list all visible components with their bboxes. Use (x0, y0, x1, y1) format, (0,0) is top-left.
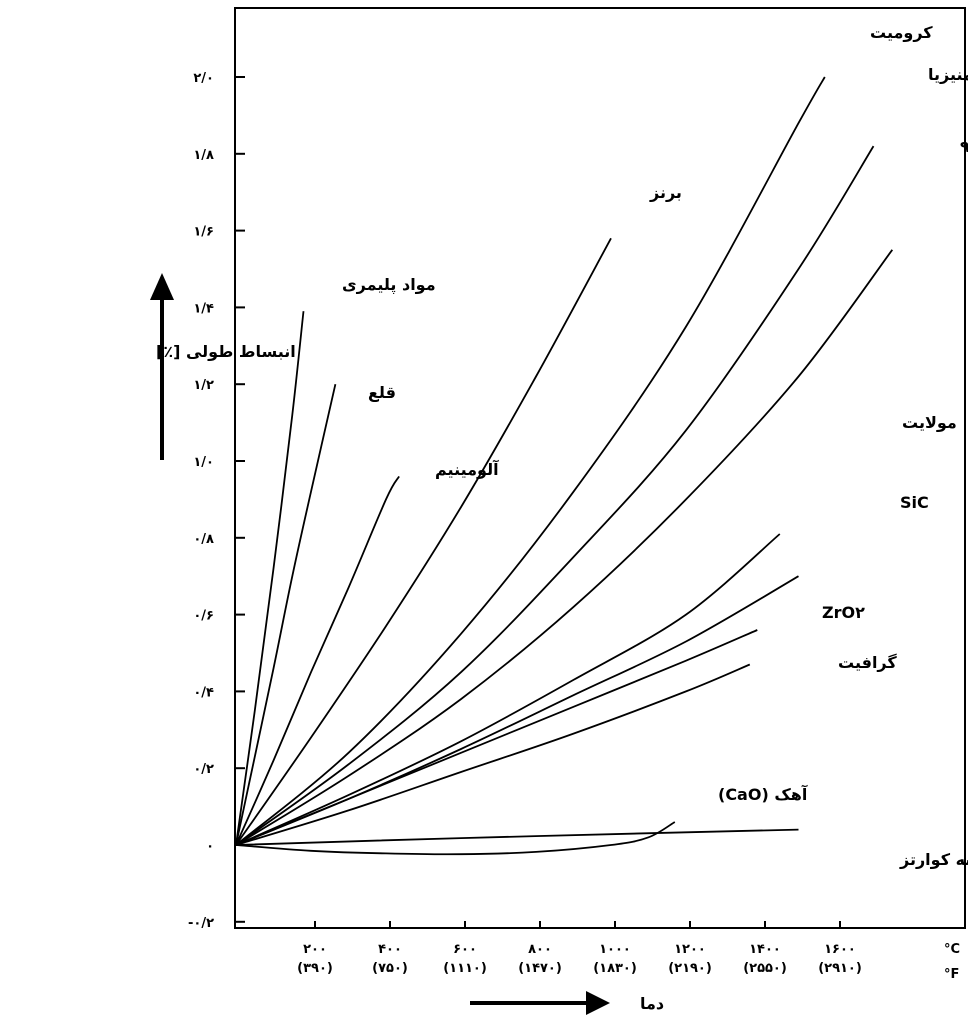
y-tick-label: ۰/۲ (193, 762, 214, 777)
x-tick-label-fahrenheit: (۱۸۳۰) (593, 961, 637, 976)
series-label: کوراندوم ۹۹Al۲O۳ (960, 137, 968, 156)
x-tick-label-celsius: ۱۲۰۰ (674, 942, 706, 957)
y-tick-label: ۱/۶ (193, 225, 214, 240)
x-tick-label-fahrenheit: (۷۵۰) (372, 961, 408, 976)
y-axis-ticks: ۲/۰ ۱/۸ ۱/۶ ۱/۴ ۱/۲ ۱/۰ ۰/۸ ۰/۶ ۰/۴ ۰/۲ ۰ -۰/۲ (188, 71, 245, 931)
series-line (235, 828, 799, 846)
x-tick-label-fahrenheit: (۲۹۱۰) (818, 961, 862, 976)
series-label: آلومینیم (435, 459, 499, 479)
y-axis-arrow-icon (150, 273, 174, 300)
series-line (235, 311, 305, 846)
x-tick-label-fahrenheit: (۱۱۱۰) (443, 961, 487, 976)
y-axis-label: انبساط طولی [٪] (156, 342, 296, 361)
series-line (235, 629, 758, 846)
series-label: منیزیا (928, 65, 968, 84)
y-tick-label: -۰/۲ (188, 916, 214, 931)
series-label: گرافیت (838, 653, 897, 672)
unit-celsius: °C (944, 942, 960, 957)
series-label: برنز (649, 183, 682, 202)
x-tick-label-fahrenheit: (۳۹۰) (297, 961, 333, 976)
y-tick-label: ۰/۶ (193, 609, 214, 624)
series-line (235, 383, 337, 846)
series-line (235, 76, 826, 846)
series-line (235, 821, 676, 856)
y-axis-label-group: انبساط طولی [٪] (150, 273, 296, 460)
x-tick-label-fahrenheit: (۲۱۹۰) (668, 961, 712, 976)
x-tick-label-celsius: ۸۰۰ (528, 942, 552, 957)
series-label: شیشه کوارتز (899, 850, 968, 869)
y-tick-label: ۰ (206, 839, 214, 854)
y-tick-label: ۱/۰ (193, 455, 214, 470)
x-tick-label-celsius: ۱۴۰۰ (749, 942, 781, 957)
y-tick-label: ۱/۴ (193, 301, 214, 316)
series-labels: مواد پلیمری قلع آلومینیم برنز کرومیت منیزیا کو… (342, 23, 968, 869)
y-tick-label: ۲/۰ (193, 71, 214, 86)
series-label: قلع (368, 383, 396, 402)
x-tick-label-celsius: ۲۰۰ (303, 942, 327, 957)
series-line (235, 237, 612, 846)
series-lines (235, 76, 894, 856)
series-label: آهک (CaO) (718, 784, 808, 804)
series-line (235, 663, 751, 846)
x-axis-ticks: ۲۰۰ (۳۹۰) ۴۰۰ (۷۵۰) ۶۰۰ (۱۱۱۰) ۸۰۰ (۱۴۷۰) ۱۰۰۰ (۱… (297, 921, 862, 976)
x-tick-label-celsius: ۶۰۰ (453, 942, 477, 957)
unit-fahrenheit: °F (944, 967, 959, 982)
series-label: ZrO۲ (822, 603, 865, 622)
y-tick-label: ۰/۴ (193, 685, 214, 700)
x-tick-label-celsius: ۱۶۰۰ (824, 942, 856, 957)
series-line (235, 249, 894, 846)
series-line (235, 145, 875, 846)
y-tick-label: ۰/۸ (193, 532, 214, 547)
x-tick-label-fahrenheit: (۱۴۷۰) (518, 961, 562, 976)
series-label: مواد پلیمری (342, 275, 436, 295)
x-tick-label-celsius: ۴۰۰ (378, 942, 402, 957)
series-line (235, 475, 400, 846)
series-label: مولایت (902, 413, 957, 432)
y-tick-label: ۱/۲ (193, 378, 214, 393)
plot-frame (234, 7, 966, 929)
y-tick-label: ۱/۸ (193, 148, 214, 163)
x-tick-label-celsius: ۱۰۰۰ (599, 942, 631, 957)
x-tick-label-fahrenheit: (۲۵۵۰) (743, 961, 787, 976)
x-axis-arrow-icon (586, 991, 610, 1015)
series-label: کرومیت (870, 23, 933, 42)
x-axis-label: دما (640, 994, 664, 1013)
x-axis-label-group: دما (470, 991, 664, 1015)
series-line (235, 533, 781, 846)
series-label: SiC (900, 493, 929, 512)
